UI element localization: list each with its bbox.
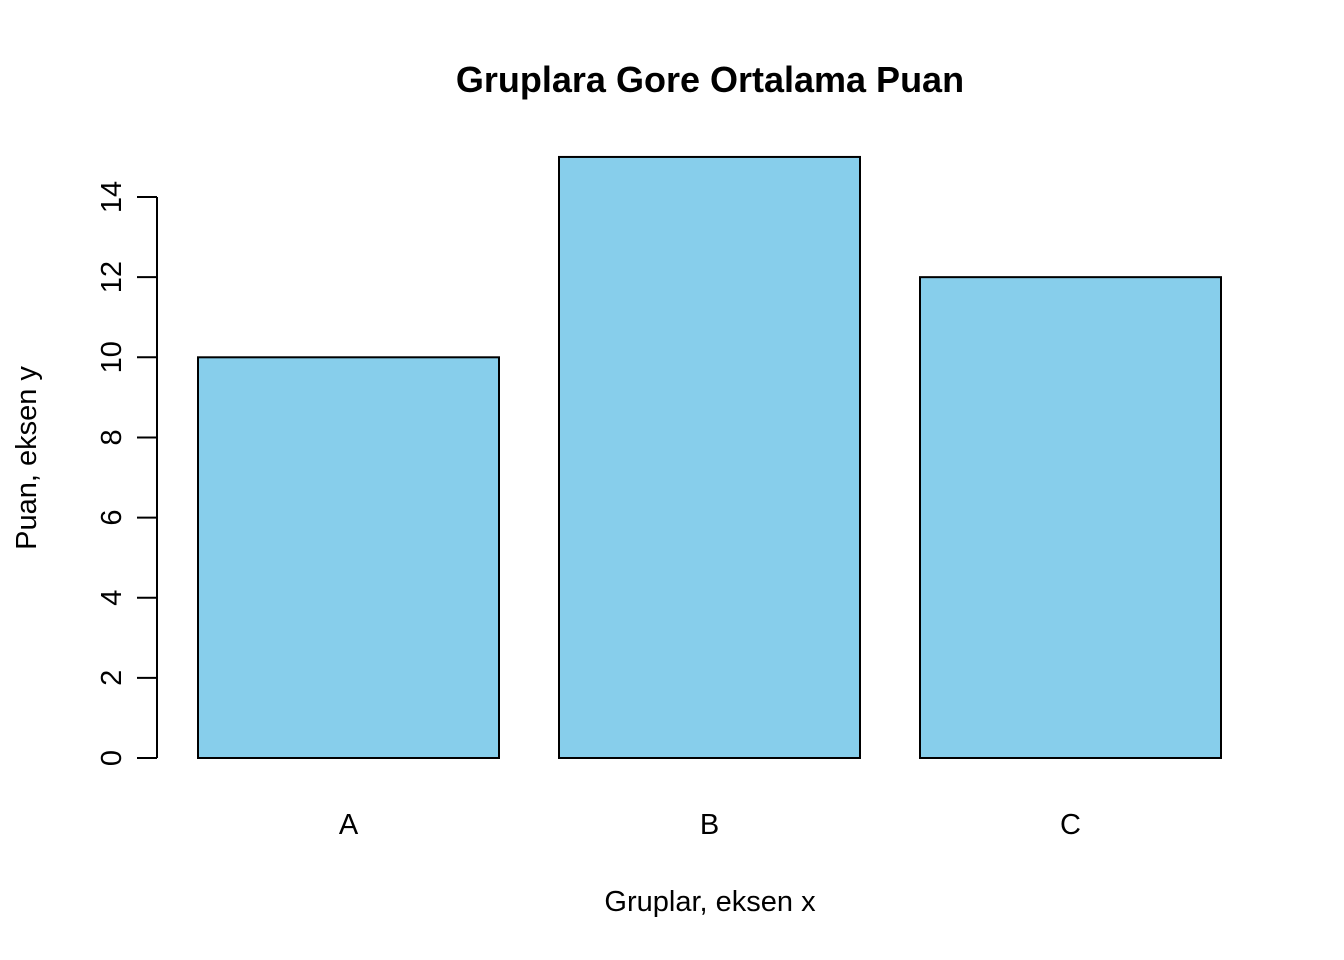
y-axis-label: Puan, eksen y (11, 366, 43, 550)
y-axis: 0 2 4 6 8 10 12 14 (96, 181, 158, 766)
y-tick-label: 4 (96, 590, 128, 606)
y-tick-label: 12 (96, 261, 128, 293)
bars-group (197, 155, 1222, 759)
x-tick-label-b: B (700, 809, 719, 841)
bar-a (197, 356, 500, 759)
x-tick-labels: A B C (339, 809, 1081, 841)
y-tick-label: 2 (96, 670, 128, 686)
chart-title: Gruplara Gore Ortalama Puan (456, 59, 964, 100)
x-axis-label: Gruplar, eksen x (604, 886, 816, 918)
y-tick-label: 14 (96, 181, 128, 213)
x-tick-label-c: C (1060, 809, 1081, 841)
bar-b (558, 155, 861, 759)
bar-c (919, 276, 1222, 759)
y-tick-label: 8 (96, 429, 128, 445)
y-tick-label: 0 (96, 750, 128, 766)
y-tick-label: 6 (96, 510, 128, 526)
x-tick-label-a: A (339, 809, 359, 841)
y-tick-label: 10 (96, 341, 128, 373)
